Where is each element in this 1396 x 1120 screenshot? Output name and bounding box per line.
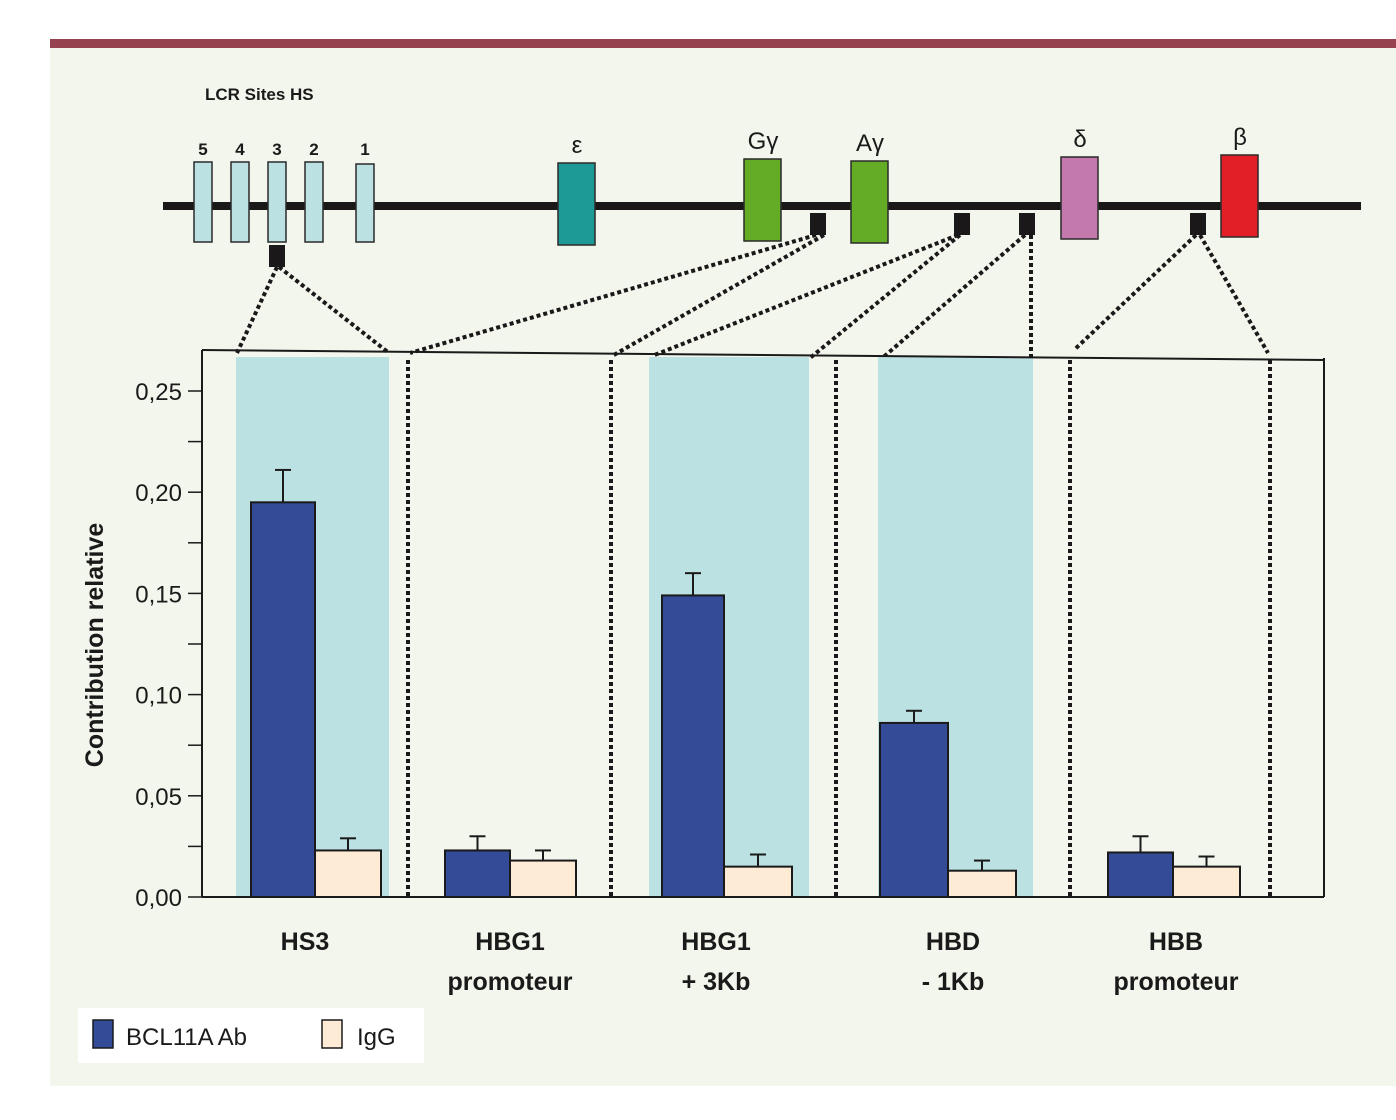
bar-bcl11a [879, 721, 949, 898]
gene-epsilon [557, 162, 596, 246]
y-tick-label: 0,00 [135, 885, 182, 912]
x-labels: HS3 HBG1 promoteur HBG1 + 3Kb HBD - 1Kb HBB prom… [281, 928, 1239, 996]
connector-line [409, 233, 817, 355]
hs-site-label: 5 [198, 140, 207, 159]
connector-line [651, 233, 959, 358]
gene-delta [1060, 156, 1099, 240]
lcr-title: LCR Sites HS [205, 85, 314, 104]
bar-bcl11a [250, 501, 316, 898]
x-label-line2: + 3Kb [682, 968, 751, 996]
hs-site-4 [230, 161, 250, 243]
legend-svg: BCL11A Ab IgG [92, 1019, 396, 1051]
y-ticks: 0,00 0,05 0,10 0,15 0,20 0,25 [135, 379, 202, 912]
connector-line [1072, 233, 1198, 352]
y-tick-label: 0,25 [135, 379, 182, 406]
connector-line [1198, 234, 1270, 354]
bar-igg [1172, 865, 1241, 899]
y-tick-label: 0,15 [135, 581, 182, 608]
bar-igg [947, 869, 1017, 898]
probe-marker [810, 213, 826, 235]
gene-a-gamma [850, 160, 889, 244]
x-label-line1: HBD [926, 928, 980, 956]
genes: ε Gγ Aγ δ β [557, 124, 1259, 246]
connector-line [878, 233, 1027, 362]
probes [269, 213, 1206, 267]
plot-top-border [201, 349, 1325, 361]
hs-site-label: 3 [272, 140, 281, 159]
hs-site-label: 4 [235, 140, 245, 159]
y-tick-label: 0,20 [135, 480, 182, 507]
connector-line [808, 233, 962, 360]
x-label-line2: promoteur [448, 968, 573, 996]
hs-site-1 [355, 163, 375, 243]
y-axis-label: Contribution relative [81, 523, 109, 768]
hs-site-label: 1 [360, 140, 369, 159]
bar-bcl11a [661, 594, 725, 898]
y-tick-label: 0,05 [135, 784, 182, 811]
x-label-line1: HS3 [281, 928, 330, 956]
x-label-line1: HBG1 [681, 928, 751, 956]
gene-label-epsilon: ε [572, 132, 583, 159]
x-label-line1: HBG1 [475, 928, 545, 956]
probe-marker [954, 213, 970, 235]
connector-line [611, 233, 825, 358]
x-label-line2: promoteur [1114, 968, 1239, 996]
figure-top-border [50, 39, 1396, 48]
probe-marker [1019, 213, 1035, 235]
legend-swatch-bcl11a [92, 1019, 114, 1049]
legend: BCL11A Ab IgG [78, 1008, 424, 1063]
legend-label-bcl11a: BCL11A Ab [126, 1024, 247, 1051]
gene-label-a-gamma: Aγ [856, 130, 884, 157]
bars [250, 468, 1241, 899]
bar-bcl11a [1107, 851, 1174, 898]
hs-sites: 5 4 3 2 1 [193, 140, 375, 243]
probe-marker [269, 245, 285, 267]
bar-chart: 0,00 0,05 0,10 0,15 0,20 0,25 HS3 HBG1 promoteu… [81, 349, 1325, 996]
gene-label-delta: δ [1073, 126, 1086, 153]
hs-site-2 [304, 161, 324, 243]
bar-igg [509, 859, 577, 898]
hs-site-5 [193, 161, 213, 243]
gene-label-beta: β [1233, 124, 1247, 151]
connector-line [235, 266, 279, 354]
bar-igg [723, 865, 793, 899]
x-label-line1: HBB [1149, 928, 1203, 956]
legend-swatch-igg [321, 1019, 343, 1049]
y-tick-label: 0,10 [135, 683, 182, 710]
legend-label-igg: IgG [357, 1024, 396, 1051]
gene-beta [1220, 154, 1259, 238]
connector-lines [235, 233, 1270, 362]
connector-line [277, 265, 391, 355]
hs-site-label: 2 [309, 140, 318, 159]
bar-bcl11a [444, 849, 511, 898]
gene-label-g-gamma: Gγ [748, 128, 779, 155]
x-label-line2: - 1Kb [922, 968, 985, 996]
gene-g-gamma [743, 158, 782, 242]
hs-site-3 [267, 161, 287, 243]
region-dividers [406, 360, 1272, 897]
bar-igg [314, 849, 382, 898]
probe-marker [1190, 213, 1206, 235]
